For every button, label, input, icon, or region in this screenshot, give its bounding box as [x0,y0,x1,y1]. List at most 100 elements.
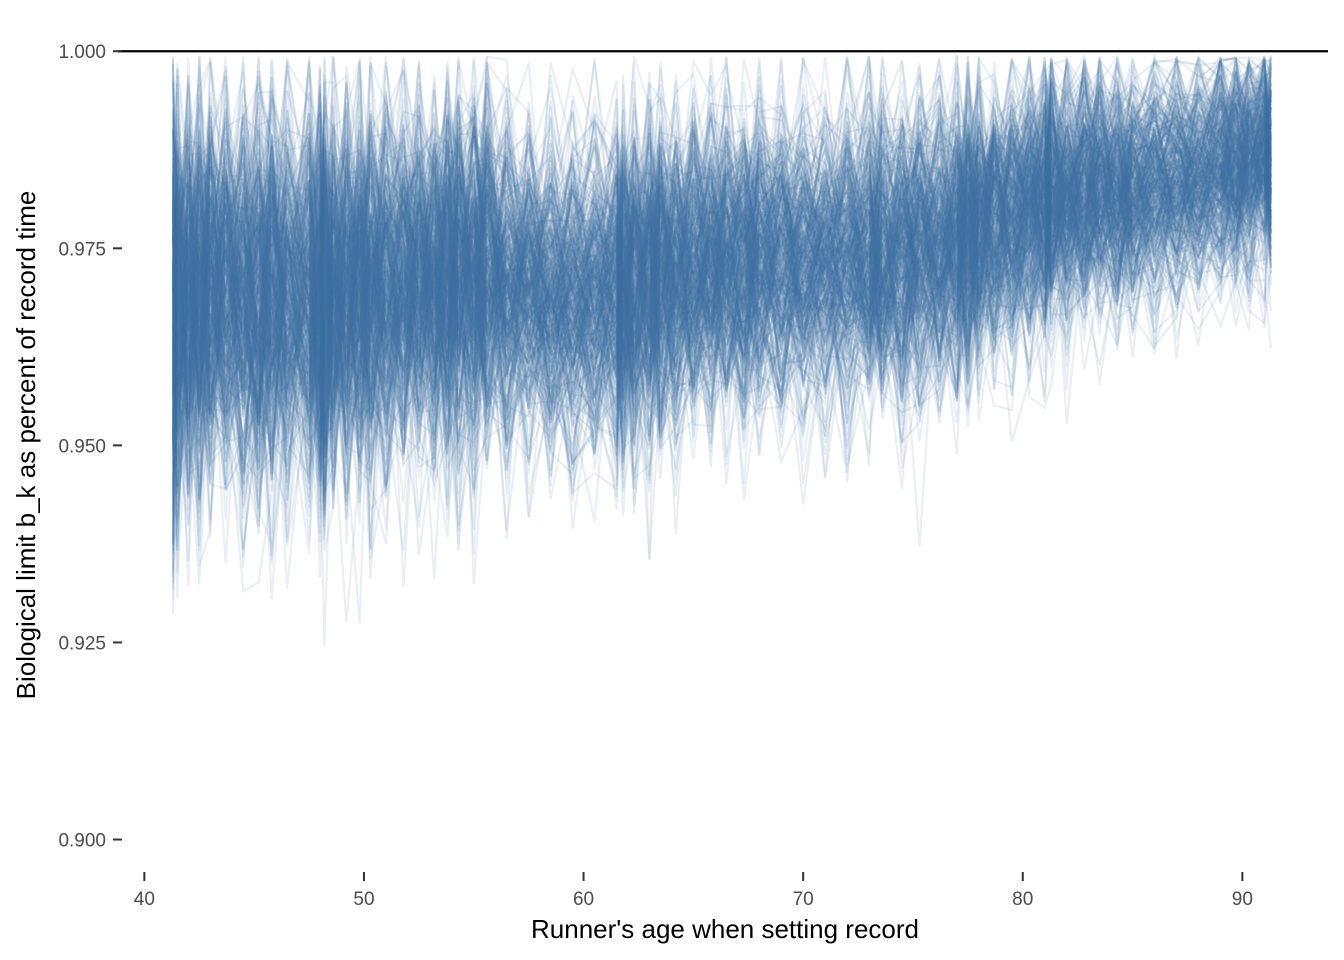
draw-line-296 [171,60,1272,427]
draw-line-256 [171,57,1272,436]
draw-line-0 [171,58,1272,345]
draw-line-371 [171,62,1272,455]
draw-line-207 [171,122,1272,476]
draw-line-364 [171,115,1272,439]
draw-line-194 [171,107,1272,623]
draw-line-327 [171,69,1272,464]
draw-line-171 [171,62,1272,425]
draw-line-177 [171,73,1272,555]
draw-line-169 [171,74,1272,516]
draw-line-399 [171,57,1272,455]
draw-line-375 [171,74,1272,457]
x-axis-title: Runner's age when setting record [531,914,919,944]
draw-line-320 [171,96,1272,517]
draw-line-277 [171,122,1272,580]
draw-line-46 [171,105,1272,517]
draw-line-280 [171,61,1272,516]
draw-line-187 [171,61,1272,513]
draw-line-381 [171,59,1272,437]
draw-line-111 [171,81,1272,475]
draw-line-196 [171,154,1272,530]
draw-line-262 [171,65,1272,580]
draw-line-78 [171,66,1272,528]
draw-line-216 [171,57,1272,391]
draw-line-246 [171,132,1272,495]
draw-line-214 [171,83,1272,558]
draw-line-275 [171,81,1272,429]
draw-line-288 [171,66,1272,419]
draw-line-2 [172,136,1272,547]
draw-line-23 [171,60,1272,462]
draw-line-53 [171,84,1272,473]
draw-line-254 [172,74,1272,482]
draw-line-232 [171,55,1272,446]
draw-line-278 [171,104,1272,453]
draw-line-392 [171,66,1272,424]
draw-line-152 [171,88,1272,483]
draw-line-15 [171,56,1272,415]
draw-line-77 [171,77,1272,529]
draw-line-80 [171,57,1272,545]
draw-line-313 [171,57,1272,546]
draw-line-81 [171,87,1272,440]
y-tick-label-0: 0.900 [58,831,106,852]
draw-line-154 [171,100,1272,442]
draw-line-244 [171,113,1272,497]
draw-line-309 [172,63,1271,455]
draw-line-332 [171,122,1272,599]
draw-line-172 [171,58,1272,544]
draw-line-336 [171,78,1272,513]
draw-line-158 [171,91,1272,483]
draw-line-369 [171,77,1272,502]
draw-line-362 [171,99,1272,477]
draw-line-265 [171,55,1272,472]
draw-line-134 [171,128,1272,565]
draw-line-317 [171,55,1272,522]
draw-line-7 [171,107,1272,477]
draw-line-314 [171,66,1272,473]
draw-line-64 [171,70,1272,527]
draw-line-10 [171,55,1272,440]
draw-line-93 [171,77,1272,600]
draw-line-65 [172,138,1272,502]
draw-line-195 [171,55,1272,433]
draw-line-130 [171,58,1272,455]
draw-line-140 [171,56,1272,413]
draw-line-270 [171,68,1272,511]
draw-line-26 [171,102,1272,490]
draw-line-373 [171,56,1272,515]
draw-line-40 [171,135,1272,493]
draw-line-259 [171,56,1272,495]
draw-line-372 [171,84,1272,465]
draw-line-128 [171,65,1272,487]
draw-line-55 [171,96,1272,442]
draw-line-166 [171,80,1272,448]
draw-line-173 [171,114,1272,463]
draw-line-385 [171,55,1272,498]
draw-line-115 [171,59,1272,486]
draw-line-126 [171,85,1272,524]
draw-line-58 [171,94,1272,469]
draw-line-49 [171,77,1272,450]
draw-line-8 [171,135,1272,600]
draw-line-393 [171,136,1272,485]
draw-line-255 [171,118,1272,441]
draw-line-138 [171,62,1272,551]
draw-line-122 [171,55,1272,487]
draw-line-174 [171,66,1272,466]
draw-line-350 [171,80,1272,537]
draw-line-114 [172,92,1272,450]
draw-line-73 [171,73,1272,418]
draw-line-22 [171,91,1272,442]
draw-line-35 [171,67,1272,423]
draw-line-137 [171,104,1272,561]
draw-line-97 [171,57,1272,416]
draw-line-188 [171,98,1272,458]
draw-line-318 [171,59,1272,401]
draw-line-45 [171,61,1272,481]
draw-line-331 [172,57,1272,509]
draw-line-248 [171,69,1272,451]
draw-line-282 [171,84,1272,434]
draw-line-368 [172,55,1272,418]
